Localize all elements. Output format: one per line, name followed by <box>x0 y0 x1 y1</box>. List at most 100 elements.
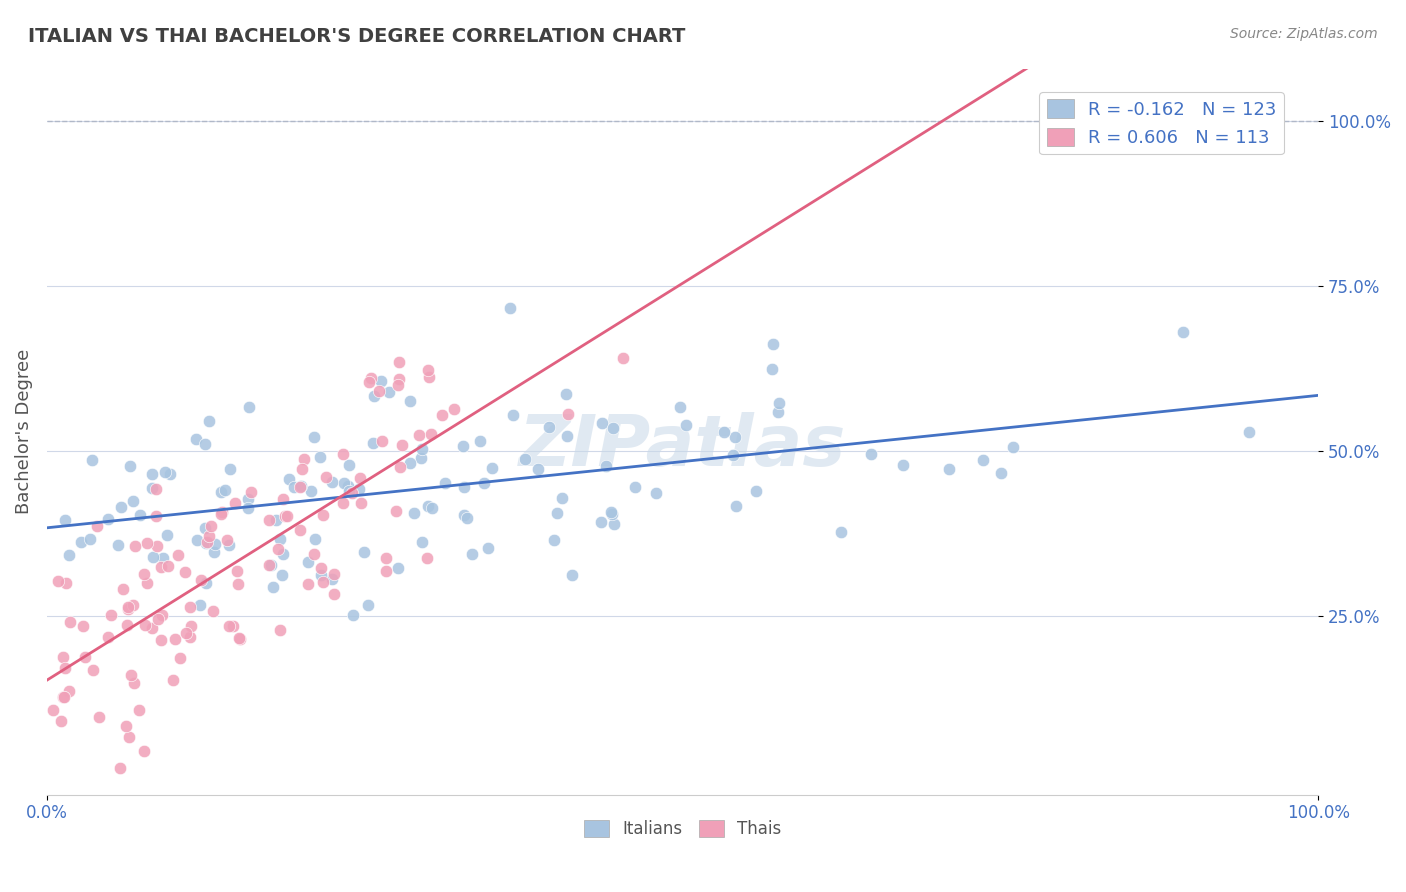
Point <box>323 587 346 601</box>
Point <box>55 513 77 527</box>
Point <box>146 612 169 626</box>
Point <box>122 494 145 508</box>
Point <box>52 690 75 705</box>
Point <box>560 567 582 582</box>
Point <box>388 460 411 475</box>
Point <box>589 516 612 530</box>
Point <box>224 496 246 510</box>
Point <box>262 580 284 594</box>
Point <box>768 396 790 410</box>
Point <box>122 676 145 690</box>
Point <box>292 452 315 467</box>
Point <box>546 506 568 520</box>
Point <box>724 430 747 444</box>
Point <box>353 545 375 559</box>
Point <box>150 560 173 574</box>
Point <box>117 618 139 632</box>
Point <box>612 351 634 366</box>
Point <box>357 376 380 390</box>
Y-axis label: Bachelor's Degree: Bachelor's Degree <box>15 349 32 515</box>
Point <box>115 719 138 733</box>
Point <box>309 560 332 574</box>
Point <box>124 539 146 553</box>
Point <box>52 649 75 664</box>
Point <box>332 476 354 491</box>
Point <box>599 505 621 519</box>
Point <box>302 547 325 561</box>
Point <box>721 448 744 462</box>
Point <box>86 518 108 533</box>
Point <box>360 370 382 384</box>
Point <box>209 484 232 499</box>
Point <box>388 372 411 386</box>
Point <box>149 633 172 648</box>
Point <box>337 458 360 473</box>
Point <box>195 535 218 549</box>
Point <box>134 617 156 632</box>
Point <box>236 501 259 516</box>
Point <box>308 450 330 464</box>
Point <box>150 607 173 622</box>
Point <box>291 461 314 475</box>
Point <box>159 467 181 481</box>
Point <box>167 549 190 563</box>
Point <box>387 561 409 575</box>
Point <box>58 615 80 629</box>
Point <box>141 549 163 564</box>
Point <box>197 528 219 542</box>
Point <box>156 528 179 542</box>
Point <box>297 555 319 569</box>
Point <box>118 730 141 744</box>
Point <box>387 377 409 392</box>
Point <box>218 538 240 552</box>
Point <box>371 434 394 448</box>
Point <box>972 453 994 467</box>
Point <box>278 471 301 485</box>
Point <box>302 430 325 444</box>
Point <box>830 524 852 539</box>
Point <box>209 508 232 522</box>
Point <box>416 499 439 513</box>
Point <box>891 458 914 472</box>
Point <box>311 574 333 589</box>
Point <box>399 394 422 409</box>
Point <box>398 456 420 470</box>
Point <box>89 710 111 724</box>
Point <box>408 428 430 442</box>
Point <box>461 547 484 561</box>
Point <box>226 577 249 591</box>
Point <box>141 621 163 635</box>
Point <box>430 408 453 422</box>
Point <box>136 536 159 550</box>
Point <box>174 626 197 640</box>
Point <box>361 436 384 450</box>
Point <box>97 630 120 644</box>
Point <box>222 619 245 633</box>
Point <box>304 533 326 547</box>
Point <box>724 499 747 513</box>
Point <box>411 451 433 466</box>
Point <box>239 485 262 500</box>
Point <box>477 541 499 555</box>
Point <box>745 484 768 499</box>
Point <box>169 650 191 665</box>
Point <box>214 483 236 498</box>
Point <box>299 483 322 498</box>
Point <box>363 388 385 402</box>
Point <box>121 598 143 612</box>
Point <box>145 508 167 523</box>
Point <box>48 574 70 589</box>
Point <box>551 491 574 505</box>
Point <box>418 363 440 377</box>
Text: Source: ZipAtlas.com: Source: ZipAtlas.com <box>1230 27 1378 41</box>
Point <box>194 576 217 591</box>
Point <box>271 568 294 582</box>
Point <box>555 428 578 442</box>
Point <box>391 437 413 451</box>
Point <box>271 492 294 507</box>
Point <box>259 513 281 527</box>
Point <box>368 384 391 398</box>
Point <box>141 467 163 481</box>
Point <box>453 480 475 494</box>
Point <box>174 565 197 579</box>
